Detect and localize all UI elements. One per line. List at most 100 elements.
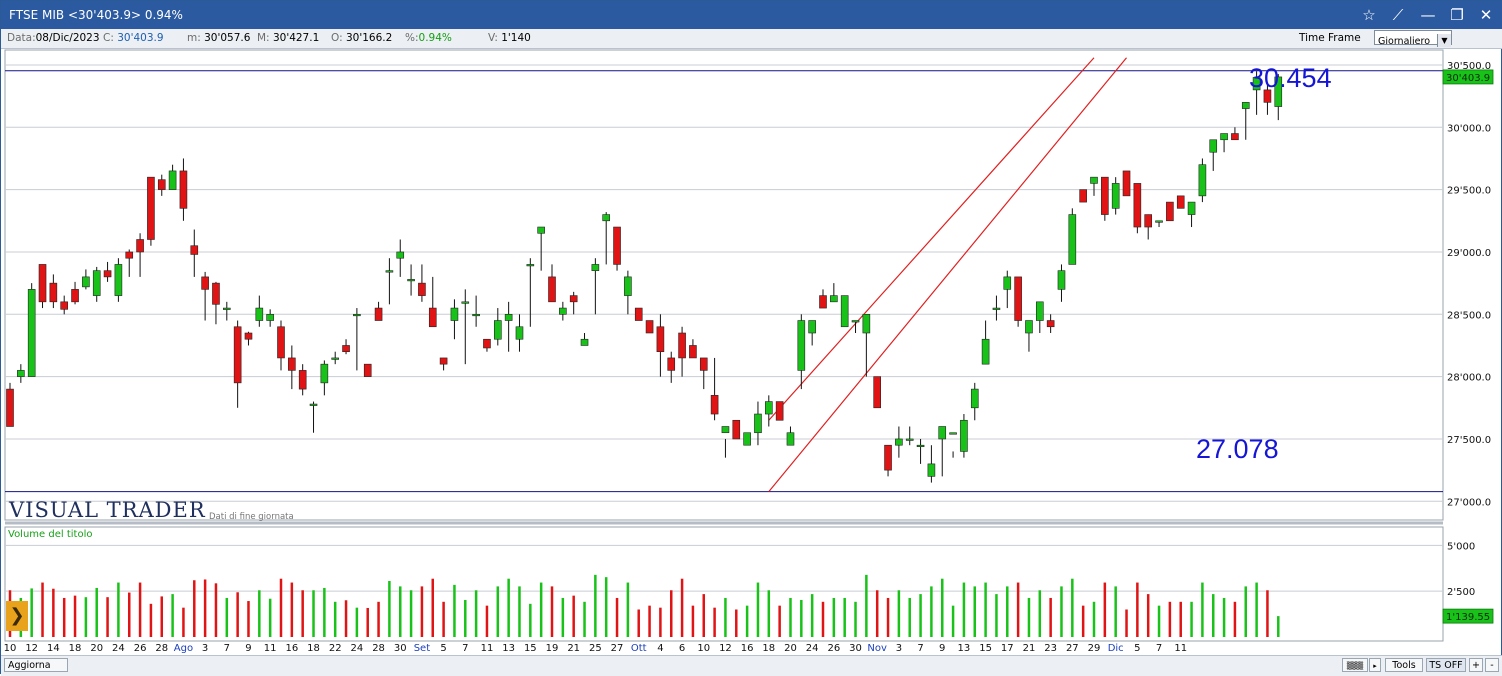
open-field: O: 30'166.2 bbox=[331, 32, 392, 44]
candle-body bbox=[27, 289, 36, 377]
candle-body bbox=[884, 444, 892, 471]
status-bar: Aggiorna ▒▒▒ ▸ Tools TS OFF + - bbox=[1, 655, 1502, 676]
candle-body bbox=[797, 320, 806, 371]
x-tick-label: 18 bbox=[307, 643, 320, 654]
candle-body bbox=[970, 388, 979, 409]
candle-body bbox=[819, 295, 827, 309]
tools-button[interactable]: Tools bbox=[1385, 658, 1423, 672]
candle-body bbox=[873, 376, 882, 409]
volume-label: V: bbox=[488, 32, 498, 44]
minimize-icon[interactable]: — bbox=[1420, 6, 1436, 24]
pin-icon[interactable]: ⟋ bbox=[1392, 6, 1404, 24]
x-tick-label: 14 bbox=[47, 643, 60, 654]
last-volume-tag-text: 1'139.55 bbox=[1446, 612, 1490, 623]
candle-body bbox=[125, 251, 134, 259]
x-tick-label: 24 bbox=[806, 643, 819, 654]
candle-body bbox=[515, 326, 524, 340]
candle-body bbox=[1079, 189, 1087, 203]
maximize-icon[interactable]: ❐ bbox=[1450, 6, 1464, 24]
price-panel-frame bbox=[4, 49, 1444, 521]
x-tick-label: 22 bbox=[329, 643, 342, 654]
candle-body bbox=[103, 270, 112, 278]
volume-panel-frame bbox=[4, 526, 1444, 642]
scroll-thumb[interactable]: ▒▒▒ bbox=[1342, 658, 1368, 672]
x-tick-label: 3 bbox=[896, 643, 902, 654]
candle-body bbox=[374, 307, 383, 321]
candle-body bbox=[418, 282, 426, 296]
candle-body bbox=[732, 419, 741, 440]
x-tick-label: 11 bbox=[481, 643, 494, 654]
max-field: M: 30'427.1 bbox=[257, 32, 319, 44]
candle-body bbox=[1133, 183, 1142, 228]
zoom-in-button[interactable]: + bbox=[1469, 658, 1483, 672]
candle-body bbox=[298, 370, 307, 390]
candle-body bbox=[678, 332, 686, 359]
ts-off-button[interactable]: TS OFF bbox=[1426, 658, 1466, 672]
candle-body bbox=[6, 388, 14, 427]
x-tick-label: 18 bbox=[69, 643, 82, 654]
candle-body bbox=[92, 270, 101, 296]
x-tick-label: 7 bbox=[462, 643, 468, 654]
candle-body bbox=[483, 338, 491, 349]
candle-body bbox=[1122, 170, 1131, 197]
candle-body bbox=[808, 320, 816, 334]
candle-body bbox=[49, 282, 58, 303]
last-volume-tag bbox=[1442, 608, 1494, 624]
candle-body bbox=[1176, 195, 1185, 209]
x-tick-label: 30 bbox=[849, 643, 862, 654]
x-tick-label: 28 bbox=[372, 643, 385, 654]
refresh-button[interactable]: Aggiorna bbox=[4, 658, 68, 672]
x-tick-label: 6 bbox=[679, 643, 685, 654]
candle-body bbox=[602, 214, 611, 222]
candle-body bbox=[82, 276, 90, 288]
x-tick-label: 25 bbox=[589, 643, 602, 654]
x-tick-label: 3 bbox=[202, 643, 208, 654]
x-tick-label: 24 bbox=[351, 643, 364, 654]
x-tick-label: 7 bbox=[224, 643, 230, 654]
play-arrow-icon[interactable]: ❯ bbox=[6, 601, 28, 631]
candle-body bbox=[656, 326, 665, 352]
candle-body bbox=[624, 276, 632, 296]
candle-body bbox=[439, 357, 448, 365]
x-tick-label: 7 bbox=[917, 643, 923, 654]
candle-body bbox=[743, 432, 751, 446]
x-tick-label: 26 bbox=[827, 643, 840, 654]
candle-body bbox=[212, 282, 220, 305]
candle-body bbox=[905, 438, 914, 441]
x-tick-label: 7 bbox=[1156, 643, 1162, 654]
candle-body bbox=[1241, 102, 1250, 109]
candle-body bbox=[1209, 139, 1218, 153]
last-price-tag-text: 30'403.9 bbox=[1446, 73, 1490, 84]
volume-panel-title: Volume del titolo bbox=[8, 529, 93, 540]
candle-body bbox=[1198, 164, 1207, 197]
candle-body bbox=[38, 264, 47, 303]
volume-tick-label: 2'500 bbox=[1447, 587, 1475, 598]
x-tick-label: 21 bbox=[567, 643, 580, 654]
candle-body bbox=[1274, 76, 1283, 107]
candle-body bbox=[277, 326, 285, 359]
candle-body bbox=[591, 264, 600, 271]
favorite-star-icon[interactable]: ☆ bbox=[1362, 6, 1376, 24]
close-icon[interactable]: ✕ bbox=[1479, 6, 1493, 24]
dropdown-arrow-icon[interactable]: ▼ bbox=[1437, 34, 1451, 47]
candle-body bbox=[1068, 214, 1077, 265]
candle-body bbox=[201, 276, 209, 290]
zoom-out-button[interactable]: - bbox=[1485, 658, 1499, 672]
x-tick-label: 20 bbox=[784, 643, 797, 654]
candle-body bbox=[136, 239, 144, 253]
candle-body bbox=[699, 357, 708, 371]
x-tick-label: Ago bbox=[174, 643, 193, 654]
pct-label: %: bbox=[405, 32, 419, 44]
timeframe-select[interactable]: Giornaliero ▼ bbox=[1374, 30, 1452, 47]
min-value: 30'057.6 bbox=[204, 32, 251, 44]
close-label: C: bbox=[103, 32, 114, 44]
candle-body bbox=[710, 395, 719, 415]
candle-body bbox=[992, 307, 1001, 310]
open-value: 30'166.2 bbox=[345, 32, 393, 44]
candle-body bbox=[1036, 301, 1044, 321]
candle-body bbox=[1014, 276, 1022, 321]
scroll-right-icon[interactable]: ▸ bbox=[1369, 658, 1381, 672]
candle-body bbox=[168, 170, 177, 190]
